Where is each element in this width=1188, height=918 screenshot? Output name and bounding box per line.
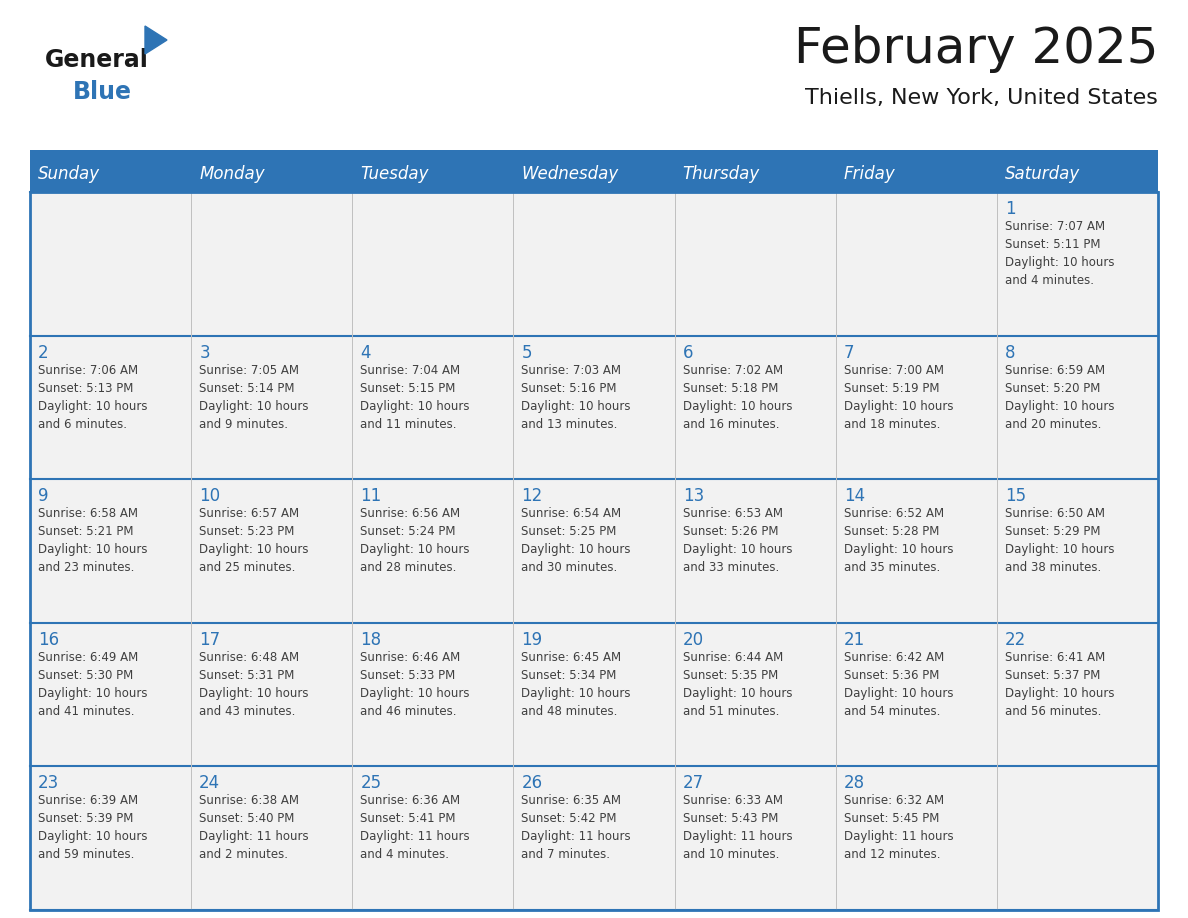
Text: 10: 10	[200, 487, 220, 505]
Bar	[30, 150, 1158, 156]
Bar	[30, 192, 1158, 910]
Text: Thiells, New York, United States: Thiells, New York, United States	[805, 88, 1158, 108]
Text: 21: 21	[843, 631, 865, 649]
Text: 12: 12	[522, 487, 543, 505]
Bar	[30, 622, 1158, 767]
Text: Saturday: Saturday	[1005, 165, 1080, 183]
Text: 19: 19	[522, 631, 543, 649]
Text: Sunrise: 6:50 AM
Sunset: 5:29 PM
Daylight: 10 hours
and 38 minutes.: Sunrise: 6:50 AM Sunset: 5:29 PM Dayligh…	[1005, 508, 1114, 574]
Text: Friday: Friday	[843, 165, 896, 183]
Text: 23: 23	[38, 775, 59, 792]
Bar	[30, 192, 1158, 336]
Text: Blue: Blue	[72, 80, 132, 104]
Text: Wednesday: Wednesday	[522, 165, 619, 183]
Text: Sunrise: 6:33 AM
Sunset: 5:43 PM
Daylight: 11 hours
and 10 minutes.: Sunrise: 6:33 AM Sunset: 5:43 PM Dayligh…	[683, 794, 792, 861]
Text: February 2025: February 2025	[794, 25, 1158, 73]
Text: 27: 27	[683, 775, 703, 792]
Text: 17: 17	[200, 631, 220, 649]
Text: 7: 7	[843, 343, 854, 362]
Text: Sunrise: 7:02 AM
Sunset: 5:18 PM
Daylight: 10 hours
and 16 minutes.: Sunrise: 7:02 AM Sunset: 5:18 PM Dayligh…	[683, 364, 792, 431]
Text: Sunrise: 6:38 AM
Sunset: 5:40 PM
Daylight: 11 hours
and 2 minutes.: Sunrise: 6:38 AM Sunset: 5:40 PM Dayligh…	[200, 794, 309, 861]
Text: Sunrise: 6:39 AM
Sunset: 5:39 PM
Daylight: 10 hours
and 59 minutes.: Sunrise: 6:39 AM Sunset: 5:39 PM Dayligh…	[38, 794, 147, 861]
Text: Sunrise: 7:06 AM
Sunset: 5:13 PM
Daylight: 10 hours
and 6 minutes.: Sunrise: 7:06 AM Sunset: 5:13 PM Dayligh…	[38, 364, 147, 431]
Text: 20: 20	[683, 631, 703, 649]
Text: 8: 8	[1005, 343, 1016, 362]
Text: Sunrise: 6:48 AM
Sunset: 5:31 PM
Daylight: 10 hours
and 43 minutes.: Sunrise: 6:48 AM Sunset: 5:31 PM Dayligh…	[200, 651, 309, 718]
Text: Monday: Monday	[200, 165, 265, 183]
Text: Sunrise: 6:35 AM
Sunset: 5:42 PM
Daylight: 11 hours
and 7 minutes.: Sunrise: 6:35 AM Sunset: 5:42 PM Dayligh…	[522, 794, 631, 861]
Text: 14: 14	[843, 487, 865, 505]
Text: 2: 2	[38, 343, 49, 362]
Text: Sunrise: 6:54 AM
Sunset: 5:25 PM
Daylight: 10 hours
and 30 minutes.: Sunrise: 6:54 AM Sunset: 5:25 PM Dayligh…	[522, 508, 631, 574]
Text: Sunrise: 6:53 AM
Sunset: 5:26 PM
Daylight: 10 hours
and 33 minutes.: Sunrise: 6:53 AM Sunset: 5:26 PM Dayligh…	[683, 508, 792, 574]
Text: 18: 18	[360, 631, 381, 649]
Text: Sunrise: 6:44 AM
Sunset: 5:35 PM
Daylight: 10 hours
and 51 minutes.: Sunrise: 6:44 AM Sunset: 5:35 PM Dayligh…	[683, 651, 792, 718]
Text: Sunrise: 7:05 AM
Sunset: 5:14 PM
Daylight: 10 hours
and 9 minutes.: Sunrise: 7:05 AM Sunset: 5:14 PM Dayligh…	[200, 364, 309, 431]
Text: 6: 6	[683, 343, 693, 362]
Text: Sunrise: 7:04 AM
Sunset: 5:15 PM
Daylight: 10 hours
and 11 minutes.: Sunrise: 7:04 AM Sunset: 5:15 PM Dayligh…	[360, 364, 469, 431]
Text: Sunrise: 7:07 AM
Sunset: 5:11 PM
Daylight: 10 hours
and 4 minutes.: Sunrise: 7:07 AM Sunset: 5:11 PM Dayligh…	[1005, 220, 1114, 287]
Text: 4: 4	[360, 343, 371, 362]
Text: Sunrise: 6:41 AM
Sunset: 5:37 PM
Daylight: 10 hours
and 56 minutes.: Sunrise: 6:41 AM Sunset: 5:37 PM Dayligh…	[1005, 651, 1114, 718]
Text: 25: 25	[360, 775, 381, 792]
Text: 28: 28	[843, 775, 865, 792]
Text: 13: 13	[683, 487, 703, 505]
Text: Sunrise: 6:59 AM
Sunset: 5:20 PM
Daylight: 10 hours
and 20 minutes.: Sunrise: 6:59 AM Sunset: 5:20 PM Dayligh…	[1005, 364, 1114, 431]
Text: Tuesday: Tuesday	[360, 165, 429, 183]
Text: Sunrise: 6:52 AM
Sunset: 5:28 PM
Daylight: 10 hours
and 35 minutes.: Sunrise: 6:52 AM Sunset: 5:28 PM Dayligh…	[843, 508, 953, 574]
Text: Sunrise: 6:45 AM
Sunset: 5:34 PM
Daylight: 10 hours
and 48 minutes.: Sunrise: 6:45 AM Sunset: 5:34 PM Dayligh…	[522, 651, 631, 718]
Text: 11: 11	[360, 487, 381, 505]
Text: Sunday: Sunday	[38, 165, 100, 183]
Text: 9: 9	[38, 487, 49, 505]
Text: Sunrise: 6:49 AM
Sunset: 5:30 PM
Daylight: 10 hours
and 41 minutes.: Sunrise: 6:49 AM Sunset: 5:30 PM Dayligh…	[38, 651, 147, 718]
Text: 26: 26	[522, 775, 543, 792]
Text: Sunrise: 6:32 AM
Sunset: 5:45 PM
Daylight: 11 hours
and 12 minutes.: Sunrise: 6:32 AM Sunset: 5:45 PM Dayligh…	[843, 794, 954, 861]
Text: 5: 5	[522, 343, 532, 362]
Bar	[30, 336, 1158, 479]
Bar	[30, 767, 1158, 910]
Text: Sunrise: 6:46 AM
Sunset: 5:33 PM
Daylight: 10 hours
and 46 minutes.: Sunrise: 6:46 AM Sunset: 5:33 PM Dayligh…	[360, 651, 469, 718]
Text: 24: 24	[200, 775, 220, 792]
Text: Sunrise: 6:58 AM
Sunset: 5:21 PM
Daylight: 10 hours
and 23 minutes.: Sunrise: 6:58 AM Sunset: 5:21 PM Dayligh…	[38, 508, 147, 574]
Text: Sunrise: 6:42 AM
Sunset: 5:36 PM
Daylight: 10 hours
and 54 minutes.: Sunrise: 6:42 AM Sunset: 5:36 PM Dayligh…	[843, 651, 953, 718]
Text: Sunrise: 7:03 AM
Sunset: 5:16 PM
Daylight: 10 hours
and 13 minutes.: Sunrise: 7:03 AM Sunset: 5:16 PM Dayligh…	[522, 364, 631, 431]
Text: Sunrise: 6:56 AM
Sunset: 5:24 PM
Daylight: 10 hours
and 28 minutes.: Sunrise: 6:56 AM Sunset: 5:24 PM Dayligh…	[360, 508, 469, 574]
Polygon shape	[145, 26, 168, 54]
Text: 22: 22	[1005, 631, 1026, 649]
Text: Thursday: Thursday	[683, 165, 760, 183]
Text: General: General	[45, 48, 148, 72]
Text: 16: 16	[38, 631, 59, 649]
Text: Sunrise: 6:57 AM
Sunset: 5:23 PM
Daylight: 10 hours
and 25 minutes.: Sunrise: 6:57 AM Sunset: 5:23 PM Dayligh…	[200, 508, 309, 574]
Text: Sunrise: 6:36 AM
Sunset: 5:41 PM
Daylight: 11 hours
and 4 minutes.: Sunrise: 6:36 AM Sunset: 5:41 PM Dayligh…	[360, 794, 470, 861]
Text: 1: 1	[1005, 200, 1016, 218]
Text: 3: 3	[200, 343, 210, 362]
Bar	[30, 156, 1158, 192]
Bar	[30, 479, 1158, 622]
Text: Sunrise: 7:00 AM
Sunset: 5:19 PM
Daylight: 10 hours
and 18 minutes.: Sunrise: 7:00 AM Sunset: 5:19 PM Dayligh…	[843, 364, 953, 431]
Text: 15: 15	[1005, 487, 1026, 505]
